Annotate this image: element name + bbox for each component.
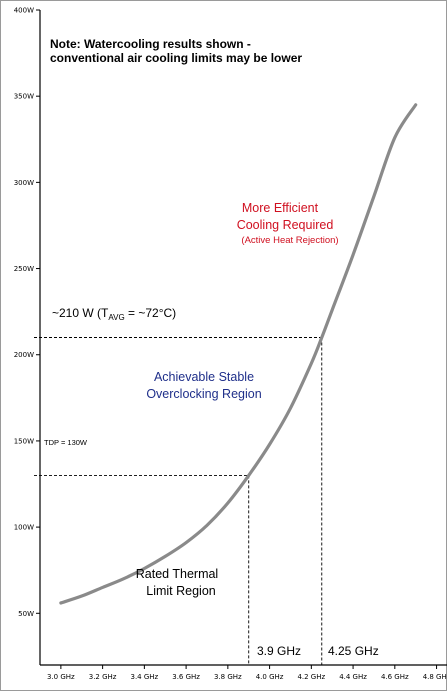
x-tick-label: 4.2 GHz <box>297 673 325 681</box>
note-line-1: Note: Watercooling results shown - <box>50 37 251 51</box>
efficient-label-line-3: (Active Heat Rejection) <box>241 235 338 246</box>
x-tick-label: 4.8 GHz <box>423 673 447 681</box>
achievable-label-line-1: Achievable Stable <box>154 370 254 384</box>
y-tick-label: 250W <box>14 265 34 273</box>
tdp-label: TDP = 130W <box>44 438 88 447</box>
x-tick-label: 4.6 GHz <box>381 673 409 681</box>
series-line <box>59 103 418 605</box>
x-tick-label: 4.0 GHz <box>256 673 284 681</box>
freq-marker-4-25: 4.25 GHz <box>328 644 379 658</box>
x-tick-label: 3.0 GHz <box>47 673 75 681</box>
x-tick-label: 3.2 GHz <box>89 673 117 681</box>
rated-label-line-1: Rated Thermal <box>136 567 218 581</box>
y-tick-label: 350W <box>14 93 34 101</box>
x-tick-label: 4.4 GHz <box>339 673 367 681</box>
tavg-prefix: ~210 W (T <box>52 306 109 320</box>
x-tick-label: 3.4 GHz <box>130 673 158 681</box>
rated-label-line-2: Limit Region <box>146 584 216 598</box>
y-tick-label: 200W <box>14 351 34 359</box>
tavg-annotation: ~210 W (TAVG = ~72°C) <box>52 306 176 322</box>
freq-marker-3-9: 3.9 GHz <box>257 644 301 658</box>
y-tick-label: 150W <box>14 437 34 445</box>
note-line-2: conventional air cooling limits may be l… <box>50 51 302 65</box>
y-tick-label: 300W <box>14 179 34 187</box>
y-tick-label: 100W <box>14 524 34 532</box>
efficient-label-line-2: Cooling Required <box>237 218 334 232</box>
achievable-label-line-2: Overclocking Region <box>146 387 261 401</box>
y-tick-label: 400W <box>14 7 34 15</box>
efficient-label-line-1: More Efficient <box>242 201 319 215</box>
tavg-subscript: AVG <box>108 313 124 322</box>
x-tick-label: 3.8 GHz <box>214 673 242 681</box>
tavg-suffix: = ~72°C) <box>125 306 177 320</box>
y-tick-label: 50W <box>18 610 34 618</box>
x-tick-label: 3.6 GHz <box>172 673 200 681</box>
